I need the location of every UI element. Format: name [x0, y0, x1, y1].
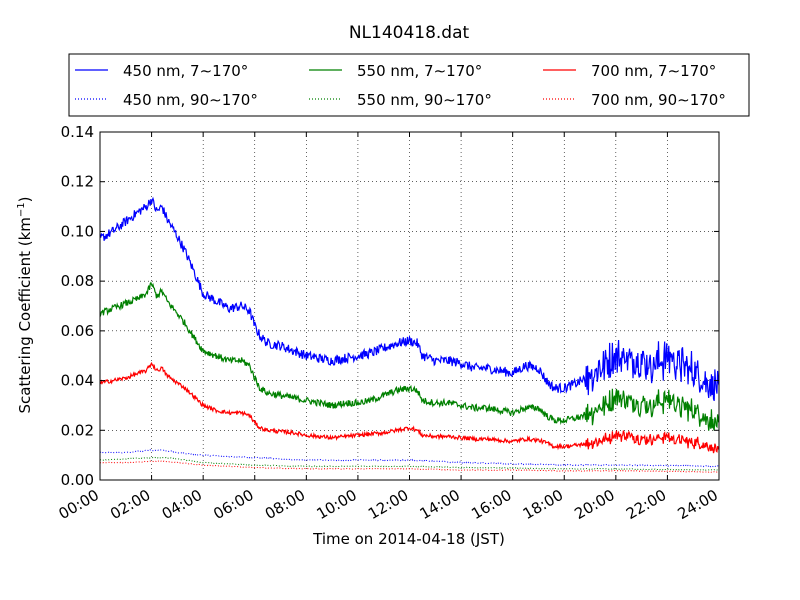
- x-tick-label: 12:00: [365, 486, 411, 523]
- y-axis-label: Scattering Coefficient (km−1): [16, 196, 34, 413]
- series-line: [99, 196, 720, 402]
- legend-label: 550 nm, 7∼170°: [357, 62, 482, 80]
- series-layer: [99, 196, 720, 473]
- x-tick-label: 02:00: [107, 486, 153, 523]
- y-tick-label: 0.02: [61, 421, 94, 439]
- x-tick-label: 20:00: [571, 486, 617, 523]
- x-tick-label: 14:00: [417, 486, 463, 523]
- legend: 450 nm, 7∼170° 550 nm, 7∼170° 700 nm, 7∼17…: [68, 53, 750, 117]
- y-tick-label: 0.08: [61, 272, 94, 290]
- x-tick-label: 10:00: [313, 486, 359, 523]
- x-tick-label: 22:00: [623, 486, 669, 523]
- x-axis-label: Time on 2014-04-18 (JST): [312, 530, 505, 548]
- axis-ticks: 00:00 02:00 04:00 06:00 08:00 10:00 12:00 14:00…: [56, 123, 721, 523]
- x-tick-label: 06:00: [210, 486, 256, 523]
- series-line: [99, 281, 720, 431]
- x-tick-label: 18:00: [520, 486, 566, 523]
- legend-label: 700 nm, 90∼170°: [591, 91, 726, 109]
- y-tick-label: 0.00: [61, 471, 94, 489]
- y-axis-label-end: ): [16, 196, 34, 202]
- legend-label: 450 nm, 90∼170°: [123, 91, 258, 109]
- x-tick-label: 00:00: [56, 486, 102, 523]
- y-axis-label-main: Scattering Coefficient (km: [16, 217, 34, 413]
- legend-label: 550 nm, 90∼170°: [357, 91, 492, 109]
- series-line: [99, 361, 720, 454]
- x-tick-label: 16:00: [468, 486, 514, 523]
- y-tick-label: 0.04: [61, 372, 94, 390]
- y-tick-label: 0.12: [61, 173, 94, 191]
- x-tick-label: 24:00: [675, 486, 721, 523]
- x-tick-label: 04:00: [159, 486, 205, 523]
- y-tick-label: 0.10: [61, 222, 94, 240]
- series-line: [99, 456, 720, 471]
- x-tick-label: 08:00: [262, 486, 308, 523]
- y-axis-label-sup: −1: [16, 202, 27, 217]
- legend-label: 700 nm, 7∼170°: [591, 62, 716, 80]
- legend-label: 450 nm, 7∼170°: [123, 62, 248, 80]
- legend-box: [68, 53, 750, 117]
- y-tick-label: 0.14: [61, 123, 94, 141]
- series-line: [99, 449, 720, 468]
- y-tick-label: 0.06: [61, 322, 94, 340]
- series-line: [99, 460, 720, 473]
- chart-title: NL140418.dat: [349, 23, 470, 43]
